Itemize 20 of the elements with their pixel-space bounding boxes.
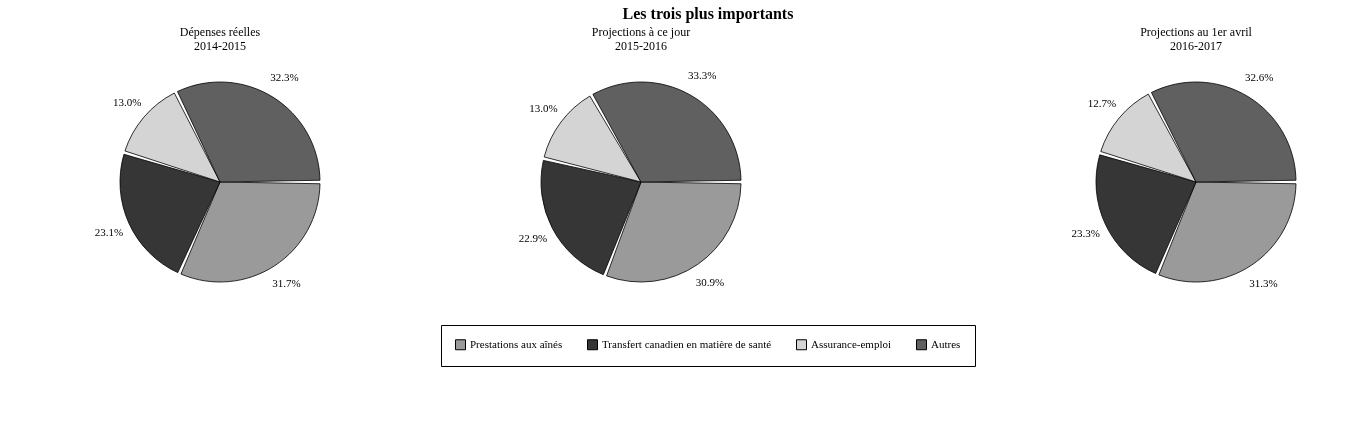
data-label: 32.3% bbox=[270, 71, 299, 84]
data-label: 23.1% bbox=[94, 225, 124, 238]
data-label: 31.7% bbox=[272, 277, 301, 290]
data-label: 33.3% bbox=[688, 69, 717, 82]
data-label: 23.3% bbox=[1071, 226, 1100, 239]
legend-label: Assurance-emploi bbox=[811, 337, 892, 350]
chart-title: Les trois plus importants bbox=[622, 5, 794, 23]
data-label: 22.9% bbox=[518, 231, 548, 244]
data-label: 13.0% bbox=[529, 101, 558, 114]
legend-label: Transfert canadien en matière de santé bbox=[602, 337, 772, 350]
data-label: 12.7% bbox=[1087, 97, 1117, 110]
data-label: 13.0% bbox=[112, 95, 142, 108]
data-label: 32.6% bbox=[1245, 70, 1274, 83]
legend-label: Autres bbox=[931, 337, 961, 350]
chart-subtitle: Projections au 1er avril 2016-2017 bbox=[1140, 25, 1253, 53]
data-label: 31.3% bbox=[1249, 276, 1278, 289]
chart-subtitle: Projections à ce jour 2015-2016 bbox=[591, 25, 691, 53]
legend-label: Prestations aux aînés bbox=[470, 337, 563, 350]
data-label: 30.9% bbox=[695, 275, 725, 288]
chart-subtitle: Dépenses réelles 2014-2015 bbox=[179, 25, 261, 53]
